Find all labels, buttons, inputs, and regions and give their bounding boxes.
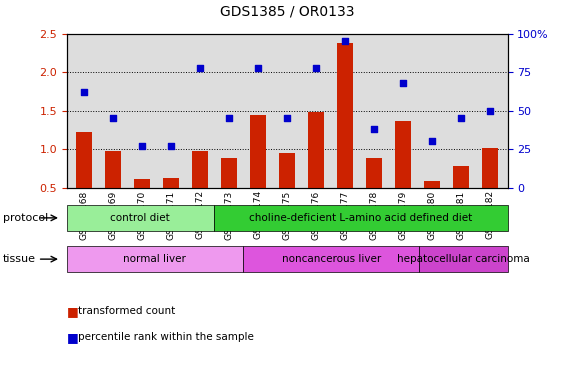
Text: choline-deficient L-amino acid defined diet: choline-deficient L-amino acid defined d…	[249, 213, 472, 223]
Text: ■: ■	[67, 331, 78, 344]
Bar	[192, 152, 208, 188]
Bar	[308, 112, 324, 188]
Text: noncancerous liver: noncancerous liver	[281, 254, 381, 264]
Text: GDS1385 / OR0133: GDS1385 / OR0133	[220, 5, 354, 19]
Text: control diet: control diet	[110, 213, 170, 223]
Text: hepatocellular carcinoma: hepatocellular carcinoma	[397, 254, 530, 264]
Point	[369, 126, 379, 132]
Bar	[105, 151, 121, 188]
Bar	[453, 166, 469, 188]
Bar	[279, 153, 295, 188]
Point	[398, 80, 408, 86]
Bar	[250, 115, 266, 188]
Point	[340, 39, 350, 45]
Text: percentile rank within the sample: percentile rank within the sample	[78, 333, 254, 342]
Text: transformed count: transformed count	[78, 306, 176, 316]
Bar	[221, 158, 237, 188]
Text: ■: ■	[67, 305, 78, 318]
Point	[427, 138, 437, 144]
Bar	[337, 43, 353, 188]
Point	[311, 64, 321, 70]
Point	[253, 64, 263, 70]
Point	[79, 89, 89, 95]
Point	[456, 116, 466, 122]
Point	[485, 108, 495, 114]
Bar	[163, 177, 179, 188]
Bar	[76, 132, 92, 188]
Bar	[482, 147, 498, 188]
Point	[166, 143, 176, 149]
Text: normal liver: normal liver	[124, 254, 186, 264]
Point	[137, 143, 147, 149]
Text: protocol: protocol	[3, 213, 48, 223]
Point	[195, 64, 205, 70]
Bar	[424, 181, 440, 188]
Text: tissue: tissue	[3, 254, 36, 264]
Bar	[134, 179, 150, 188]
Point	[224, 116, 234, 122]
Point	[108, 116, 118, 122]
Bar	[395, 122, 411, 188]
Point	[282, 116, 292, 122]
Bar	[366, 158, 382, 188]
